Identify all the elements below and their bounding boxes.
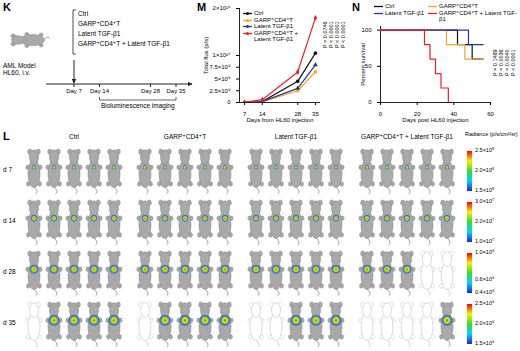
svg-text:1.5×10⁸: 1.5×10⁸ — [475, 340, 494, 346]
svg-text:40: 40 — [450, 110, 458, 117]
svg-text:Days from HL60 injection: Days from HL60 injection — [246, 117, 313, 123]
svg-text:2.0×10⁸: 2.0×10⁸ — [475, 320, 494, 326]
html-text:d 7: d 7 — [3, 166, 12, 173]
html-text:GARP⁺CD4⁺T + Latent TGF-β1: GARP⁺CD4⁺T + Latent TGF-β1 — [361, 133, 453, 140]
svg-text:7.5×10⁹: 7.5×10⁹ — [209, 64, 231, 70]
svg-text:100: 100 — [361, 27, 372, 33]
svg-text:50: 50 — [365, 63, 372, 69]
svg-text:2×10¹⁰: 2×10¹⁰ — [213, 5, 232, 11]
svg-text:14: 14 — [258, 110, 266, 117]
html-text:d 28: d 28 — [3, 268, 16, 275]
svg-text:1.0×10⁷: 1.0×10⁷ — [475, 238, 494, 244]
svg-text:2.5×10⁵: 2.5×10⁵ — [475, 147, 494, 153]
svg-text:1×10¹⁰: 1×10¹⁰ — [213, 52, 232, 58]
html-text:Day 28: Day 28 — [141, 88, 160, 94]
svg-text:0.4×10⁸: 0.4×10⁸ — [475, 289, 494, 295]
svg-text:0.6×10⁸: 0.6×10⁸ — [475, 276, 494, 282]
html-text:GARP⁺CD4⁺T + Latent TGF-β1: GARP⁺CD4⁺T + Latent TGF-β1 — [254, 29, 299, 43]
html-text:GARP⁺CD4⁺T: GARP⁺CD4⁺T — [439, 3, 478, 9]
html-text:Bioluminescence imaging: Bioluminescence imaging — [100, 102, 175, 109]
html-text:M: M — [197, 1, 207, 13]
html-text:Day 35: Day 35 — [166, 88, 186, 94]
svg-text:P < 0.0001: P < 0.0001 — [340, 21, 346, 48]
svg-text:0: 0 — [368, 99, 372, 105]
svg-text:0: 0 — [379, 111, 383, 117]
html-text:Latent TGF-β1: Latent TGF-β1 — [78, 30, 121, 37]
html-text:N: N — [352, 1, 360, 13]
svg-text:28: 28 — [294, 110, 302, 117]
html-text:GARP⁺CD4⁺T: GARP⁺CD4⁺T — [254, 16, 293, 23]
svg-text:Days post HL60 injection: Days post HL60 injection — [402, 117, 468, 123]
svg-text:1.0×10⁸: 1.0×10⁸ — [475, 249, 494, 255]
svg-text:P = 0.0746: P = 0.0746 — [322, 21, 328, 48]
svg-text:P < 0.0001: P < 0.0001 — [334, 21, 340, 48]
svg-text:5×10⁹: 5×10⁹ — [214, 76, 231, 82]
html-text:Latent TGF-β1: Latent TGF-β1 — [254, 23, 293, 30]
svg-text:Total flux (p/s): Total flux (p/s) — [203, 37, 209, 74]
svg-text:2.5×10⁸: 2.5×10⁸ — [475, 300, 494, 306]
html-text:AML Model HL60, i.v.: AML Model HL60, i.v. — [3, 62, 36, 77]
html-text:Day 14: Day 14 — [90, 88, 109, 94]
html-text:GARP⁺CD4⁺T + Latent TGF-β1: GARP⁺CD4⁺T + Latent TGF-β1 — [439, 9, 517, 23]
html-text:GARP⁺CD4⁺T + Latent TGF-β1: GARP⁺CD4⁺T + Latent TGF-β1 — [78, 40, 170, 47]
svg-text:3.0×10⁷: 3.0×10⁷ — [475, 198, 494, 204]
html-text:d 35: d 35 — [3, 319, 16, 326]
svg-text:P = 0.0036: P = 0.0036 — [498, 49, 504, 76]
svg-text:0: 0 — [227, 99, 231, 105]
svg-text:2.0×10⁷: 2.0×10⁷ — [475, 218, 494, 224]
html-text:d 14: d 14 — [3, 217, 16, 224]
svg-text:P = 0.1489: P = 0.1489 — [492, 49, 498, 76]
svg-text:2.0×10⁵: 2.0×10⁵ — [475, 167, 494, 173]
html-text:GARP⁺CD4⁺T: GARP⁺CD4⁺T — [78, 20, 121, 27]
html-text:GARP⁺CD4⁺T: GARP⁺CD4⁺T — [163, 133, 207, 140]
svg-text:60: 60 — [487, 111, 494, 117]
html-text:L: L — [3, 130, 10, 142]
html-text:Ctrl: Ctrl — [68, 133, 79, 140]
html-text:Ctrl: Ctrl — [385, 3, 395, 9]
html-text:Latent TGF-β1: Latent TGF-β1 — [274, 133, 318, 140]
svg-text:P < 0.0001: P < 0.0001 — [510, 49, 516, 76]
html-text:Ctrl: Ctrl — [254, 10, 264, 16]
html-text:Radiance (p/s/cm²/sr): Radiance (p/s/cm²/sr) — [465, 131, 518, 137]
html-text:Latent TGF-β1: Latent TGF-β1 — [385, 9, 424, 16]
svg-text:P < 0.0001: P < 0.0001 — [328, 21, 334, 48]
svg-text:2.5×10⁹: 2.5×10⁹ — [209, 88, 231, 94]
svg-text:P = 0.0040: P = 0.0040 — [504, 49, 510, 76]
svg-text:7: 7 — [242, 110, 247, 117]
svg-text:35: 35 — [312, 110, 319, 117]
svg-text:1.5×10⁵: 1.5×10⁵ — [475, 187, 494, 193]
svg-text:Percent survival: Percent survival — [360, 43, 366, 86]
html-text:Day 7: Day 7 — [66, 88, 82, 94]
html-text:Ctrl: Ctrl — [78, 10, 89, 17]
html-text:K: K — [3, 1, 11, 13]
svg-text:20: 20 — [413, 110, 421, 117]
